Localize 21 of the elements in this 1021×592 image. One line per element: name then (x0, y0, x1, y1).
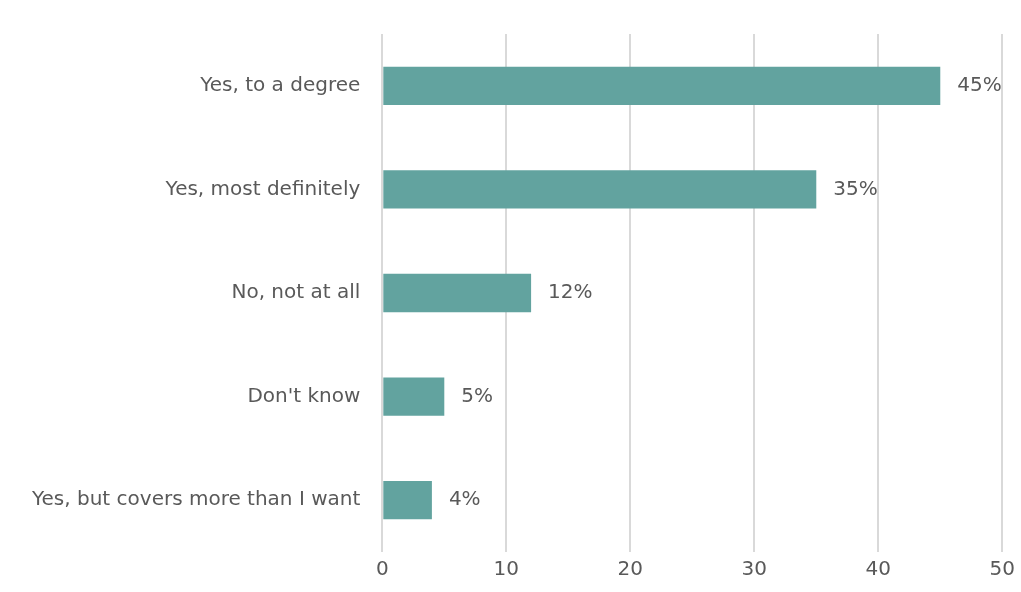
x-tick-label: 50 (989, 556, 1015, 581)
y-tick-label: Yes, to a degree (199, 72, 361, 96)
y-tick-label: No, not at all (231, 279, 361, 304)
x-tick-label: 10 (493, 556, 520, 581)
data-label: 45% (957, 72, 1002, 96)
bar (383, 273, 532, 313)
bar (383, 377, 445, 416)
bar (383, 170, 817, 209)
data-label: 4% (448, 486, 481, 511)
x-tick-label: 20 (617, 556, 644, 581)
y-tick-label: Don't know (247, 382, 361, 407)
bar (383, 66, 941, 105)
y-tick-label: Yes, but covers more than I want (30, 486, 361, 511)
x-tick-label: 40 (865, 556, 892, 581)
x-tick-label: 0 (375, 556, 389, 581)
data-label: 35% (833, 175, 878, 200)
bar (383, 481, 432, 520)
data-label: 12% (548, 279, 593, 304)
x-tick-label: 30 (741, 556, 768, 581)
data-label: 5% (461, 382, 494, 407)
y-tick-label: Yes, most definitely (164, 175, 361, 200)
